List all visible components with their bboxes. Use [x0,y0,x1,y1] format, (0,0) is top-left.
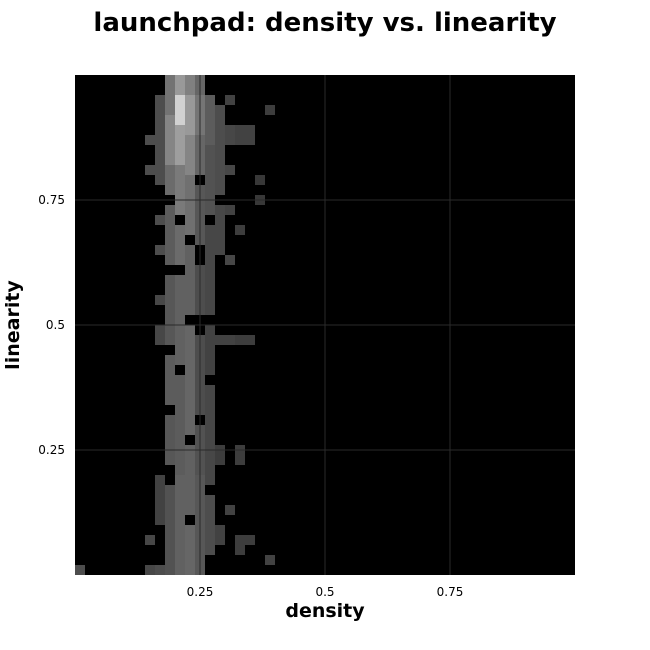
heatmap-cell [145,535,155,545]
heatmap-cell [185,325,195,435]
heatmap-cell [215,525,225,545]
heatmap-cell [245,335,255,345]
heatmap-cell [225,205,235,215]
heatmap-cell [155,565,165,575]
heatmap-cell [255,175,265,185]
heatmap-cell [165,75,175,115]
heatmap-cell [175,165,185,215]
heatmap-cell [205,325,215,375]
heatmap-cell [165,275,175,345]
heatmap-cell [75,565,85,575]
heatmap-cell [185,245,195,315]
heatmap-cell [175,125,185,165]
heatmap-cell [185,525,195,575]
x-axis-title: density [285,600,365,622]
heatmap-cell [175,275,185,365]
grid-lines [75,75,575,575]
heatmap-cell [205,385,215,485]
heatmap-cell [165,205,175,265]
heatmap-cell [175,475,185,575]
heatmap-cell [185,445,195,515]
heatmap-cell [165,115,175,165]
heatmap-cell [155,325,165,345]
heatmap-cell [235,335,245,345]
tick-labels: 0.25 0.5 0.75 0.25 0.5 0.75 [38,193,463,599]
heatmap-cell [175,75,185,95]
heatmap-cell [175,95,185,125]
heatmap-cell [235,535,245,555]
heatmap-cells [75,75,275,575]
heatmap-cell [145,165,155,175]
heatmap-cell [185,135,195,175]
heatmap-cell [205,95,215,145]
chart-title: launchpad: density vs. linearity [93,8,557,38]
heatmap-cell [175,225,185,265]
heatmap-cell [175,375,185,475]
heatmap-cell [165,415,175,465]
heatmap-cell [245,535,255,545]
heatmap-cell [155,295,165,305]
heatmap-cell [155,215,165,225]
heatmap-cell [185,75,195,95]
heatmap-cell [205,145,215,215]
heatmap-cell [165,355,175,405]
heatmap-cell [215,205,225,255]
y-tick-label: 0.5 [46,318,65,332]
heatmap-cell [215,145,225,195]
heatmap-cell [215,445,225,465]
x-tick-label: 0.75 [437,585,464,599]
heatmap-cell [185,175,195,235]
heatmap-cell [145,135,155,145]
heatmap-cell [265,105,275,115]
x-tick-label: 0.5 [315,585,334,599]
heatmap-cell [245,125,255,145]
y-tick-label: 0.25 [38,443,65,457]
heatmap-cell [225,505,235,515]
heatmap-cell [185,95,195,135]
heatmap-cell [155,245,165,255]
heatmap-cell [155,95,165,185]
heatmap-cell [225,125,235,145]
heatmap-cell [225,255,235,265]
heatmap-cell [205,495,215,555]
heatmap-cell [165,485,175,575]
heatmap-cell [225,335,235,345]
heatmap-cell [235,445,245,465]
heatmap-cell [225,165,235,175]
heatmap-cell [155,475,165,525]
heatmap-cell [265,555,275,565]
heatmap-cell [165,165,175,195]
y-tick-label: 0.75 [38,193,65,207]
heatmap-cell [215,335,225,345]
heatmap-cell [225,95,235,105]
heatmap-cell [215,105,225,145]
x-tick-label: 0.25 [187,585,214,599]
heatmap-cell [235,225,245,235]
y-axis-title: linearity [2,280,24,370]
heatmap-cell [145,565,155,575]
heatmap-cell [205,225,215,315]
heatmap-cell [235,125,245,145]
